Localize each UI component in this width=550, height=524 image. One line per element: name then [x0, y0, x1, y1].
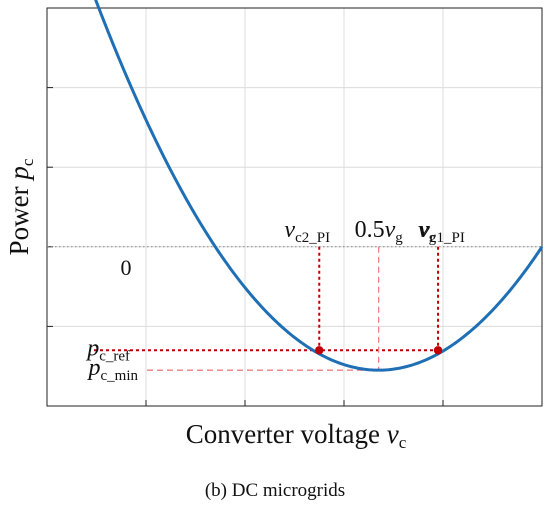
- label-pc-min-var: p: [87, 355, 101, 381]
- label-pc-min-sub: c_min: [101, 368, 139, 384]
- label-pc-ref: pc_ref: [85, 335, 130, 364]
- y-axis-label-sub: c: [18, 158, 37, 166]
- label-vg: vg: [418, 217, 437, 246]
- marker-v-c1-pi: [433, 346, 443, 355]
- label-pc-min: pc_min: [87, 355, 139, 384]
- label-vg-sub: g: [429, 230, 437, 246]
- label-v-c2-pi: vc2_PI: [284, 217, 330, 246]
- guide-lines: [94, 246, 440, 371]
- chart: 0 vc2_PI 0.5vg vc1_PI vg pc_ref pc_min C…: [4, 0, 544, 452]
- label-half-vg-var: v: [385, 217, 396, 243]
- label-vg-var: v: [418, 217, 429, 243]
- label-pc-ref-var: p: [85, 335, 99, 361]
- x-axis-label-sub: c: [399, 433, 407, 452]
- grid: [47, 8, 542, 406]
- y-axis-label-main: Power: [4, 180, 34, 256]
- label-v-c2-pi-var: v: [284, 217, 295, 243]
- label-half-vg: 0.5vg: [355, 217, 404, 246]
- y-axis-label: Power pc: [4, 158, 37, 255]
- label-v-c1-pi-sub: c1_PI: [430, 230, 465, 246]
- markers: [315, 346, 443, 355]
- x-axis-label-main: Converter voltage: [186, 419, 387, 449]
- series-line-power-curve: [94, 0, 544, 372]
- axes-box: [46, 7, 543, 407]
- y-axis-label-var: p: [4, 166, 34, 182]
- x-axis-label: Converter voltage vc: [186, 419, 407, 452]
- label-half-vg-prefix: 0.5: [355, 217, 385, 243]
- label-pc-ref-sub: c_ref: [99, 348, 130, 364]
- label-v-c2-pi-sub: c2_PI: [295, 230, 330, 246]
- zero-label: 0: [121, 255, 132, 280]
- label-v-c1-pi: vc1_PI: [419, 217, 465, 246]
- label-half-vg-sub: g: [395, 230, 403, 246]
- figure-caption: (b) DC microgrids: [204, 480, 346, 501]
- x-axis-label-var: v: [387, 419, 399, 449]
- marker-v-c2-pi: [315, 346, 324, 355]
- label-v-c1-pi-var: v: [419, 217, 430, 243]
